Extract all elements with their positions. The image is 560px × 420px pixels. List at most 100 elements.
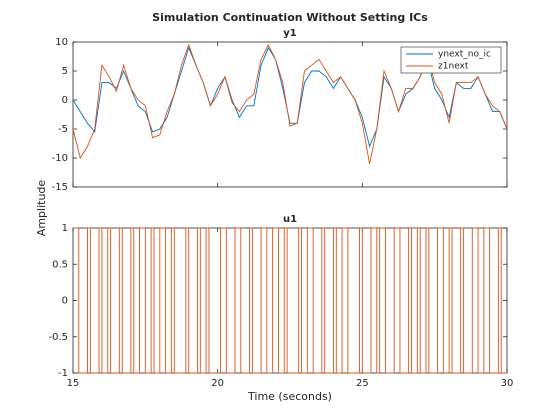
stair-step: [483, 227, 491, 373]
stair-step: [376, 228, 381, 374]
stair-step: [197, 227, 201, 373]
axes-title: u1: [283, 214, 297, 225]
y-tick-label: -10: [52, 153, 68, 164]
y-tick-label: 10: [55, 37, 68, 48]
x-tick-label: 15: [67, 378, 80, 389]
y-axis-label: Amplitude: [35, 180, 48, 237]
y-tick-label: -0.5: [48, 332, 68, 343]
stair-step: [313, 228, 323, 374]
stair-step: [165, 228, 172, 374]
figure-title: Simulation Continuation Without Setting …: [152, 11, 428, 24]
stair-step: [226, 228, 236, 374]
plot-area: [72, 227, 508, 374]
stair-step: [443, 228, 450, 374]
stair-step: [252, 228, 262, 374]
stair-step: [478, 228, 485, 374]
stair-step: [185, 227, 190, 373]
stair-step: [437, 227, 444, 373]
stair-step: [399, 228, 410, 374]
stair-step: [159, 227, 167, 373]
stair-step: [154, 228, 161, 374]
axes-title: y1: [283, 28, 297, 39]
stair-step: [425, 227, 430, 373]
stair-step: [208, 228, 222, 374]
stair-step: [78, 228, 88, 374]
stair-step: [336, 228, 343, 374]
stair-step: [460, 227, 465, 373]
stair-step: [408, 227, 412, 373]
legend-label: z1next: [438, 62, 469, 72]
y-tick-label: 0.5: [52, 259, 68, 270]
stair-step: [452, 228, 462, 374]
stair-step: [200, 228, 207, 374]
stair-step: [99, 227, 103, 373]
stair-step: [371, 227, 378, 373]
y-tick-label: -15: [52, 182, 68, 193]
y-tick-label: 0: [62, 95, 68, 106]
stair-step: [272, 227, 279, 373]
y-tick-label: -5: [58, 124, 68, 135]
stair-step: [266, 228, 274, 374]
stair-step: [110, 228, 120, 374]
stair-step: [206, 227, 210, 373]
stair-step: [240, 228, 250, 374]
y-tick-label: 5: [62, 66, 68, 77]
stair-step: [278, 228, 285, 374]
stair-step: [119, 227, 123, 373]
y-tick-label: -1: [58, 368, 68, 379]
stair-step: [385, 228, 395, 374]
stair-step: [321, 227, 326, 373]
stair-step: [151, 227, 155, 373]
stair-step: [73, 227, 80, 373]
stair-step: [145, 228, 152, 374]
stair-step: [122, 228, 132, 374]
stair-step: [359, 227, 363, 373]
x-axis-label: Time (seconds): [247, 390, 332, 403]
stair-step: [489, 228, 499, 374]
stair-step: [347, 228, 360, 374]
stair-step: [420, 228, 427, 374]
stair-step: [87, 227, 91, 373]
stair-step: [301, 228, 308, 374]
stair-step: [284, 227, 288, 373]
stair-step: [307, 227, 314, 373]
stair-step: [298, 227, 303, 373]
stair-step: [171, 227, 175, 373]
stair-step: [417, 227, 421, 373]
stair-step: [411, 228, 418, 374]
legend-box: [400, 46, 502, 74]
stair-step: [498, 227, 502, 373]
stair-step: [261, 227, 268, 373]
y-tick-label: 0: [62, 296, 68, 307]
stair-step: [249, 227, 253, 373]
stair-step: [449, 227, 453, 373]
stair-step: [428, 228, 439, 374]
stair-step: [379, 227, 386, 373]
stair-step: [133, 228, 140, 374]
y-tick-label: 1: [62, 223, 68, 234]
stair-step: [472, 227, 479, 373]
stair-step: [107, 227, 112, 373]
stair-step: [362, 228, 372, 374]
stair-step: [324, 228, 334, 374]
stair-step: [139, 227, 146, 373]
x-tick-label: 30: [501, 378, 514, 389]
data-line: [72, 46, 508, 148]
stair-step: [220, 227, 227, 373]
x-tick-label: 25: [356, 378, 369, 389]
stair-step: [342, 227, 349, 373]
legend-label: ynext_no_ic: [438, 50, 491, 60]
x-tick-label: 20: [211, 378, 224, 389]
legend: ynext_no_ic z1next: [400, 46, 502, 74]
stair-step: [235, 227, 242, 373]
stair-step: [333, 227, 337, 373]
stair-step: [101, 228, 109, 374]
data-line: [72, 43, 508, 164]
stair-step: [174, 228, 187, 374]
stair-step: [90, 228, 100, 374]
stair-step: [287, 228, 300, 374]
stair-step: [188, 228, 198, 374]
stair-step: [394, 227, 401, 373]
stair-step: [463, 228, 473, 374]
